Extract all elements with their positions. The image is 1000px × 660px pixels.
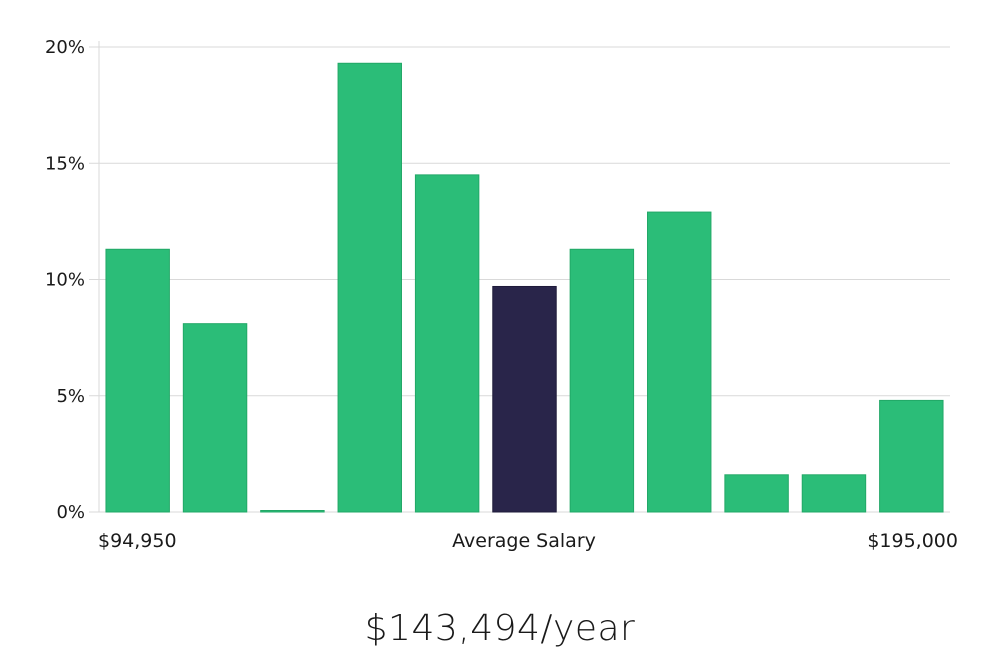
y-tick-label: 20% <box>45 37 85 58</box>
bar <box>801 474 867 513</box>
bar <box>337 62 402 513</box>
bar <box>724 474 789 513</box>
y-tick-label: 0% <box>56 502 85 523</box>
x-axis-label: Average Salary <box>452 530 596 552</box>
bar <box>182 323 248 513</box>
bar <box>879 399 944 513</box>
y-tick-label: 5% <box>56 386 85 407</box>
y-tick-label: 10% <box>45 270 85 291</box>
bars <box>105 62 944 513</box>
bar-highlighted <box>492 285 557 513</box>
bar <box>105 248 170 513</box>
salary-histogram-chart: 0% 5% 10% 15% 20% $94,950 Average Salary $19… <box>45 37 958 552</box>
y-axis-ticks: 0% 5% 10% 15% 20% <box>45 37 85 523</box>
y-tick-label: 15% <box>45 153 85 174</box>
x-max-label: $195,000 <box>867 530 958 552</box>
bar <box>569 248 635 513</box>
bar <box>414 174 480 513</box>
bar <box>260 510 325 513</box>
average-salary-value: $143,494/year <box>364 608 636 649</box>
x-min-label: $94,950 <box>98 530 177 552</box>
bar <box>647 211 712 513</box>
